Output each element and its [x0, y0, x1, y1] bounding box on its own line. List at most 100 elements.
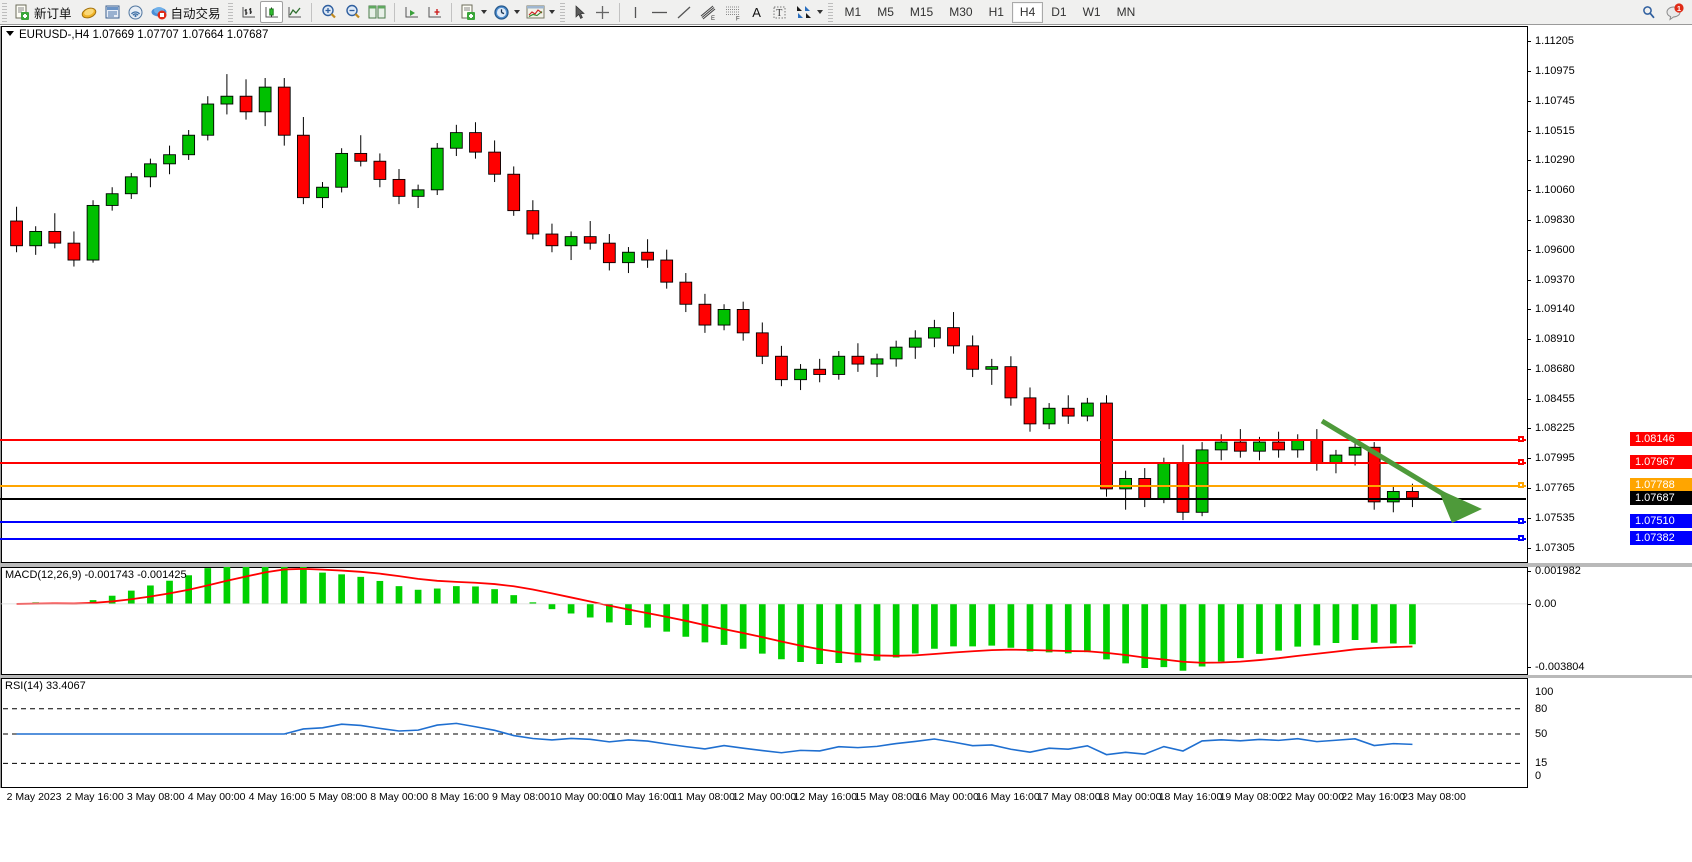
toolbar-grip-2[interactable]: [227, 2, 233, 22]
autotrading-button[interactable]: 自动交易: [147, 1, 226, 23]
time-axis[interactable]: 2 May 2023 2 May 16:00 3 May 08:00 4 May 00…: [0, 789, 1692, 805]
candlestick-chart-button[interactable]: [259, 1, 283, 23]
toolbar-sep-4: [618, 2, 620, 22]
price-tag-support-1[interactable]: 1.07510: [1630, 514, 1692, 529]
level-line-support-2[interactable]: [0, 538, 1526, 541]
equidistant-channel-button[interactable]: E: [696, 1, 721, 23]
timeframe-h1[interactable]: H1: [988, 5, 1004, 19]
price-tag-bid-price[interactable]: 1.07687: [1630, 491, 1692, 506]
line-chart-button[interactable]: [283, 1, 306, 23]
price-axis-label: 1.10060: [1535, 183, 1575, 196]
templates-button[interactable]: [523, 1, 558, 23]
rsi-axis[interactable]: 100 80 50 15 0: [1527, 678, 1692, 788]
chart-title[interactable]: EURUSD-,H4 1.07669 1.07707 1.07664 1.076…: [6, 29, 268, 41]
level-line-bid-price[interactable]: [0, 498, 1526, 501]
level-handle-pivot[interactable]: [1518, 482, 1524, 489]
timeframe-mn[interactable]: MN: [1116, 5, 1136, 19]
crosshair-button[interactable]: [591, 1, 614, 23]
periods-dropdown-arrow[interactable]: [513, 10, 520, 14]
toolbar-grip-1[interactable]: [2, 2, 7, 22]
indicators-button[interactable]: [457, 1, 490, 23]
fibonacci-retracement-button[interactable]: F: [721, 1, 746, 23]
metaquotes-id-button[interactable]: [124, 1, 147, 23]
new-order-icon: [14, 4, 31, 21]
expert-advisor-button[interactable]: [77, 1, 101, 23]
toolbar-grip-4[interactable]: [827, 2, 833, 22]
rsi-indicator-label: RSI(14) 33.4067: [5, 680, 86, 692]
price-axis-tick: [1527, 309, 1531, 311]
panel-divider-2[interactable]: [0, 675, 1692, 678]
timeframe-m5[interactable]: M5: [877, 5, 894, 19]
new-order-label: 新订单: [34, 6, 72, 21]
periods-button[interactable]: [490, 1, 523, 23]
text-label-button[interactable]: T: [768, 1, 791, 23]
chart-title-text: EURUSD-,H4 1.07669 1.07707 1.07664 1.076…: [19, 29, 269, 41]
level-handle-support-2[interactable]: [1518, 535, 1524, 542]
price-tag-resistance-1[interactable]: 1.08146: [1630, 431, 1692, 446]
chart-menu-caret-icon[interactable]: [6, 31, 14, 37]
timeframe-m15[interactable]: M15: [909, 5, 934, 19]
arrows-dropdown-arrow[interactable]: [816, 10, 823, 14]
indicators-dropdown-arrow[interactable]: [480, 10, 487, 14]
level-handle-support-1[interactable]: [1518, 518, 1524, 525]
search-button[interactable]: [1637, 1, 1660, 23]
time-axis-label: 5 May 08:00: [309, 791, 368, 803]
zoom-out-button[interactable]: [341, 1, 365, 23]
timeframe-m1[interactable]: M1: [844, 5, 862, 19]
price-axis-label: 1.08225: [1535, 422, 1575, 435]
level-line-resistance-1[interactable]: [0, 438, 1526, 441]
auto-scroll-button[interactable]: [400, 1, 423, 23]
level-line-resistance-2[interactable]: [0, 461, 1526, 464]
rsi-axis-label: 80: [1535, 702, 1548, 715]
level-handle-resistance-2[interactable]: [1518, 458, 1524, 465]
price-axis[interactable]: 1.11205 1.10975 1.10745 1.10515 1.10290 1.100…: [1527, 26, 1692, 563]
level-line-pivot[interactable]: [0, 485, 1526, 488]
tile-windows-button[interactable]: [365, 1, 389, 23]
text-label-icon: T: [771, 4, 788, 21]
bar-chart-button[interactable]: [237, 1, 260, 23]
timeframe-w1[interactable]: W1: [1082, 5, 1101, 19]
price-axis-label: 1.09140: [1535, 303, 1575, 316]
templates-dropdown-arrow[interactable]: [548, 10, 555, 14]
price-axis-tick: [1527, 339, 1531, 341]
terminal-button[interactable]: [101, 1, 124, 23]
text-icon: A: [752, 4, 761, 20]
main-toolbar: 新订单: [0, 0, 1692, 25]
macd-axis-line: [1527, 567, 1528, 675]
text-button[interactable]: A: [746, 1, 768, 23]
equidistant-channel-icon: E: [699, 4, 718, 21]
horizontal-line-button[interactable]: [647, 1, 672, 23]
level-handle-resistance-1[interactable]: [1518, 435, 1524, 442]
timeframe-d1[interactable]: D1: [1051, 5, 1067, 19]
macd-axis[interactable]: 0.001982 0.00 -0.003804: [1527, 565, 1692, 675]
timeframe-m30[interactable]: M30: [949, 5, 973, 19]
price-tag-pivot[interactable]: 1.07788: [1630, 478, 1692, 493]
notification-button[interactable]: 1: [1662, 1, 1687, 23]
new-order-button[interactable]: 新订单: [11, 1, 77, 23]
level-line-support-1[interactable]: [0, 521, 1526, 524]
price-chart-panel[interactable]: EURUSD-,H4 1.07669 1.07707 1.07664 1.076…: [0, 26, 1527, 563]
timeframe-h4[interactable]: H4: [1011, 1, 1044, 23]
macd-panel[interactable]: MACD(12,26,9) -0.001743 -0.001425: [0, 567, 1528, 675]
rsi-panel[interactable]: RSI(14) 33.4067: [0, 678, 1527, 788]
price-tag-resistance-2[interactable]: 1.07967: [1630, 454, 1692, 469]
cursor-button[interactable]: [569, 1, 591, 23]
toolbar-grip-3[interactable]: [559, 2, 565, 22]
price-axis-tick: [1527, 398, 1531, 400]
chart-shift-button[interactable]: [423, 1, 446, 23]
trendline-button[interactable]: [672, 1, 696, 23]
price-axis-label: 1.07995: [1535, 452, 1575, 465]
svg-text:T: T: [776, 8, 782, 19]
arrows-button[interactable]: [791, 1, 826, 23]
down-trend-arrow[interactable]: [1300, 411, 1560, 551]
time-axis-label: 11 May 08:00: [672, 791, 735, 803]
time-axis-label: 16 May 00:00: [915, 791, 979, 803]
arrows-icon: [794, 4, 813, 21]
panel-divider-1[interactable]: [0, 563, 1692, 567]
price-tag-support-2[interactable]: 1.07382: [1630, 531, 1692, 546]
chart-workspace[interactable]: EURUSD-,H4 1.07669 1.07707 1.07664 1.076…: [0, 26, 1692, 862]
vertical-line-button[interactable]: [625, 1, 647, 23]
price-axis-line: [1527, 26, 1528, 563]
price-axis-label: 1.10975: [1535, 64, 1575, 77]
zoom-in-button[interactable]: [317, 1, 341, 23]
